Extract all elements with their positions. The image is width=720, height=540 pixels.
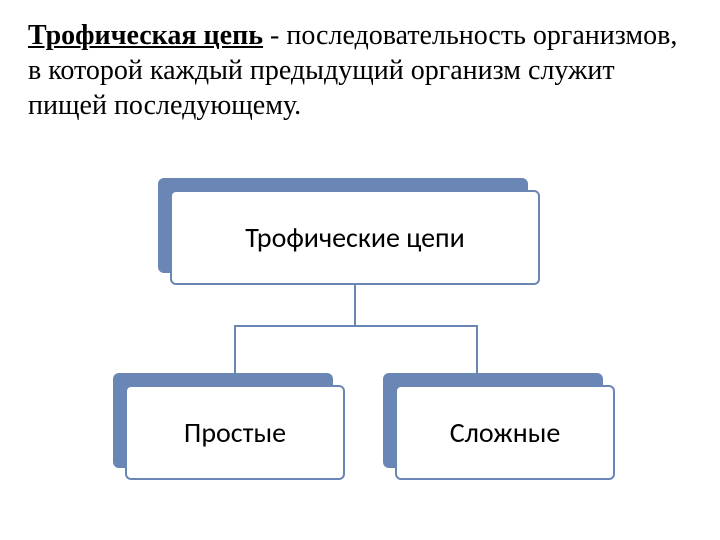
node-right-label: Сложные (450, 415, 561, 450)
connector-hbar (234, 325, 478, 327)
heading-block: Трофическая цепь - последовательность ор… (0, 0, 720, 123)
node-left-label: Простые (184, 415, 286, 450)
connector-right (476, 325, 478, 373)
node-root-box: Трофические цепи (170, 190, 540, 285)
node-left-box: Простые (125, 385, 345, 480)
connector-trunk (354, 285, 356, 325)
node-root-label: Трофические цепи (245, 220, 465, 255)
heading-term: Трофическая цепь (28, 20, 263, 51)
tree-diagram: Трофические цепи Простые Сложные (0, 175, 720, 515)
connector-left (234, 325, 236, 373)
node-right-box: Сложные (395, 385, 615, 480)
